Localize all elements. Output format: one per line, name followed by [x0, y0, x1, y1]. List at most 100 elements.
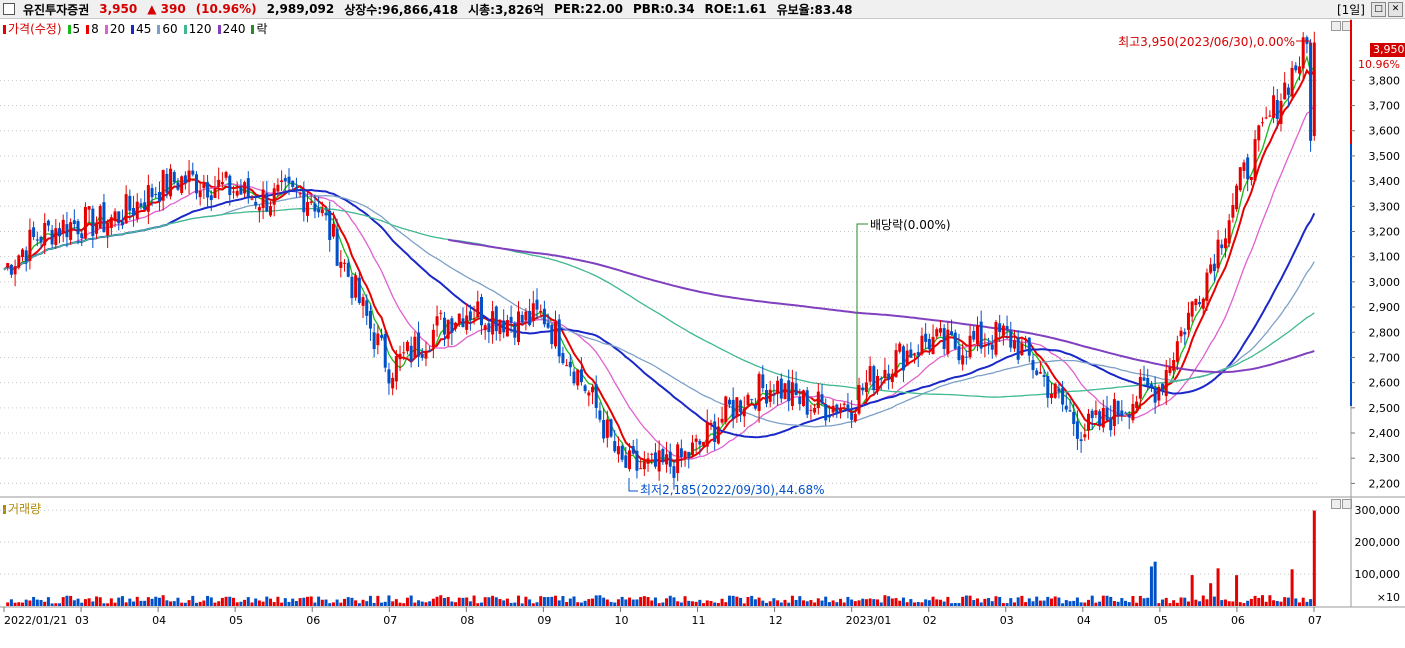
candle-body — [50, 229, 54, 245]
x-tick-label: 05 — [1154, 614, 1168, 627]
volume-bar — [724, 602, 728, 606]
volume-bar — [779, 602, 783, 606]
candle-body — [913, 353, 917, 355]
candle-body — [927, 338, 931, 350]
candle-body — [21, 249, 25, 258]
volume-bar — [898, 600, 902, 606]
candle-body — [901, 346, 905, 371]
volume-bar — [461, 597, 465, 606]
price-tick-label: 3,800 — [1369, 74, 1401, 87]
candle-body — [446, 319, 450, 339]
candle-body — [557, 319, 561, 357]
maximize-button[interactable]: □ — [1371, 2, 1386, 17]
volume-bar — [924, 599, 928, 606]
candle-body — [454, 322, 458, 329]
volume-bar — [1268, 595, 1272, 606]
volume-bar — [380, 602, 384, 606]
volume-bar — [1116, 601, 1120, 606]
candle-body — [6, 263, 10, 268]
volume-bar — [313, 602, 317, 606]
candle-body — [1001, 325, 1005, 336]
candle-body — [58, 228, 62, 237]
candle-body — [768, 389, 772, 402]
candle-body — [46, 220, 50, 226]
price-change-pct: (10.96%) — [195, 2, 257, 16]
candle-body — [468, 311, 472, 321]
period-selector[interactable]: [1일] — [1336, 3, 1365, 17]
volume-bar — [58, 603, 62, 606]
candle-body — [428, 350, 432, 352]
volume-bar — [942, 601, 946, 606]
volume-bar — [1120, 598, 1124, 606]
price-panel-minimize-icon[interactable] — [1331, 21, 1341, 31]
candle-body — [157, 191, 161, 202]
volume-bar — [54, 603, 58, 606]
candle-body — [528, 310, 532, 326]
candle-body — [1175, 341, 1179, 362]
volume-bar — [235, 602, 239, 606]
volume-bar — [161, 595, 165, 606]
select-checkbox[interactable] — [3, 3, 15, 15]
volume-bar — [1031, 601, 1035, 606]
candle-body — [850, 412, 854, 420]
candle-body — [276, 184, 280, 192]
candle-body — [1209, 264, 1213, 273]
candle-body — [1220, 244, 1224, 249]
volume-bar — [402, 603, 406, 606]
candle-body — [679, 448, 683, 458]
volume-bar — [813, 602, 817, 606]
candle-body — [990, 344, 994, 350]
volume-bar — [1012, 602, 1016, 606]
candle-body — [1286, 87, 1290, 95]
volume-bar — [454, 602, 458, 606]
volume-bar — [798, 596, 802, 606]
candle-body — [1127, 414, 1131, 418]
candle-body — [1309, 42, 1313, 141]
candle-body — [509, 316, 513, 323]
candle-body — [280, 180, 284, 183]
volume-bar — [727, 595, 731, 606]
candle-body — [209, 195, 213, 201]
candle-body — [187, 170, 191, 183]
price-tick-label: 3,300 — [1369, 200, 1401, 213]
volume-bar — [265, 596, 269, 606]
candle-body — [1201, 298, 1205, 309]
volume-bar — [1135, 602, 1139, 606]
candle-body — [853, 413, 857, 422]
candle-body — [306, 201, 310, 216]
volume-bar — [254, 598, 258, 606]
price-tick-label: 2,300 — [1369, 452, 1401, 465]
volume-bar — [935, 599, 939, 606]
candle-body — [476, 301, 480, 318]
volume-bar — [524, 596, 528, 606]
volume-bar — [805, 601, 809, 606]
candle-body — [1142, 377, 1146, 381]
volume-bar — [1061, 603, 1065, 606]
candle-body — [261, 189, 265, 209]
volume-bar — [1053, 596, 1057, 606]
volume-bar — [442, 597, 446, 606]
close-button[interactable]: ✕ — [1388, 2, 1403, 17]
volume-bar — [1046, 596, 1050, 606]
legend-ma45: 45 — [136, 21, 152, 36]
candle-body — [646, 458, 650, 464]
candle-body — [169, 168, 173, 197]
candle-body — [750, 399, 754, 401]
candle-body — [87, 206, 91, 210]
candle-body — [794, 383, 798, 396]
volume-bar — [1075, 597, 1079, 606]
candle-body — [143, 202, 147, 210]
volume-panel-minimize-icon[interactable] — [1331, 499, 1341, 509]
candle-body — [824, 403, 828, 421]
volume-bar — [468, 601, 472, 606]
volume-bar — [132, 601, 136, 606]
candle-body — [609, 419, 613, 437]
volume-bar — [879, 602, 883, 606]
candle-body — [724, 396, 728, 423]
candle-body — [154, 193, 158, 195]
candle-body — [546, 322, 550, 328]
candle-body — [772, 394, 776, 396]
candle-body — [531, 303, 535, 322]
volume-bar — [661, 602, 665, 606]
candle-body — [594, 384, 598, 408]
